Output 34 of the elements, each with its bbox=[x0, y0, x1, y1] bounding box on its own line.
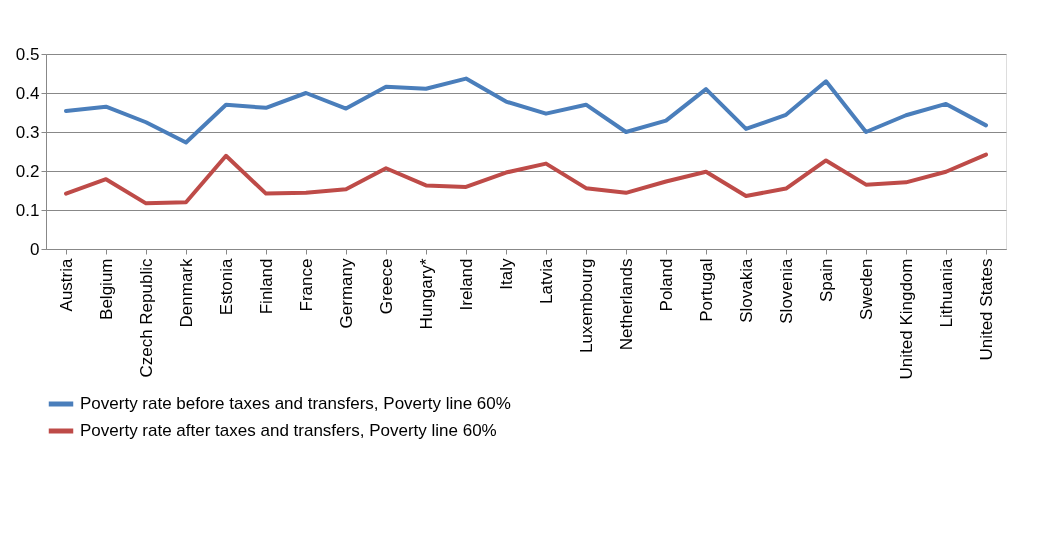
y-tick-label: 0.4 bbox=[15, 83, 40, 103]
x-tick-label: Slovakia bbox=[736, 257, 756, 323]
y-tick-label: 0 bbox=[30, 239, 40, 259]
line-series bbox=[64, 76, 988, 145]
x-tick-label: Spain bbox=[816, 258, 836, 302]
x-tick-label: Belgium bbox=[96, 258, 116, 320]
x-tick-label: Portugal bbox=[696, 258, 716, 322]
legend-label: Poverty rate before taxes and transfers, Poverty line 60% bbox=[80, 394, 511, 413]
x-tick-label: Austria bbox=[56, 257, 76, 312]
x-tick-label: Lithuania bbox=[936, 257, 956, 328]
x-tick-label: Latvia bbox=[536, 257, 556, 304]
y-tick-label: 0.2 bbox=[15, 161, 40, 181]
x-tick-label: Greece bbox=[376, 258, 396, 315]
x-tick-label: Poland bbox=[656, 258, 676, 312]
x-tick-label: Czech Republic bbox=[136, 258, 156, 378]
x-tick-label: Netherlands bbox=[616, 258, 636, 351]
y-tick-label: 0.3 bbox=[15, 122, 40, 142]
x-tick-label: Hungary* bbox=[416, 258, 436, 330]
x-tick-label: Slovenia bbox=[776, 257, 796, 324]
legend-label: Poverty rate after taxes and transfers, Poverty line 60% bbox=[80, 421, 497, 440]
x-tick-label: Finland bbox=[256, 258, 276, 315]
x-tick-label: Denmark bbox=[176, 258, 196, 328]
y-tick-label: 0.5 bbox=[15, 44, 40, 64]
y-tick-label: 0.1 bbox=[15, 200, 40, 220]
x-tick-label: Estonia bbox=[216, 257, 236, 316]
x-tick-label: Ireland bbox=[456, 258, 476, 311]
x-tick-label: Germany bbox=[336, 258, 356, 329]
x-tick-label: France bbox=[296, 258, 316, 312]
x-tick-label: Sweden bbox=[856, 258, 876, 320]
line-series bbox=[64, 152, 988, 206]
x-tick-label: Italy bbox=[496, 258, 516, 290]
x-tick-label: United States bbox=[976, 258, 996, 361]
x-tick-label: Luxembourg bbox=[576, 258, 596, 354]
x-tick-label: United Kingdom bbox=[896, 258, 916, 380]
